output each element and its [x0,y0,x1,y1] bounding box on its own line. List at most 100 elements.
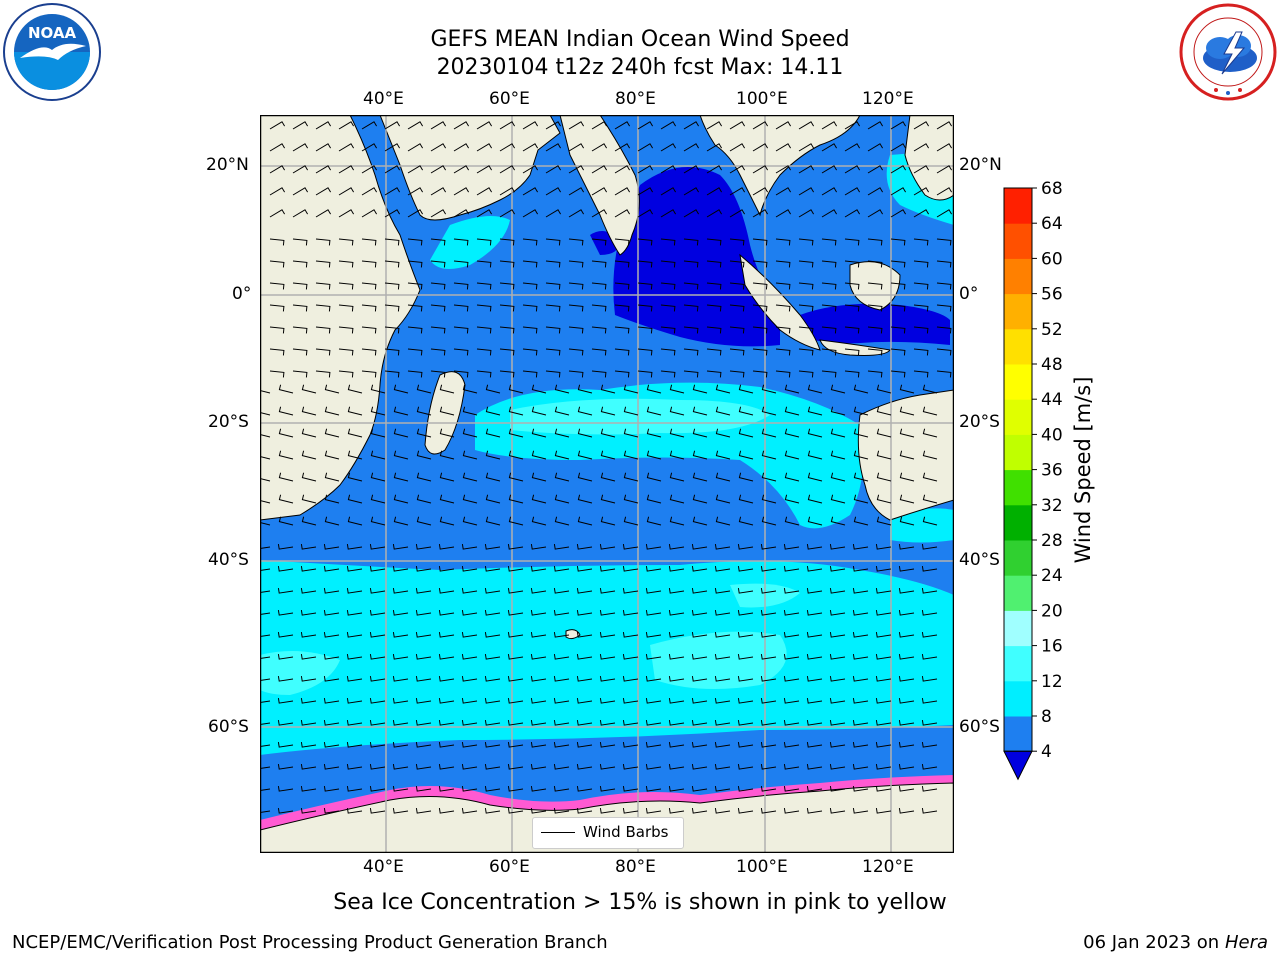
wind-barb [484,566,501,572]
colorbar-segment [1004,364,1032,400]
land-kerguelen [565,629,581,640]
wind-barb [599,676,616,682]
wind-barb [798,209,815,218]
wind-barb [852,808,869,814]
colorbar-tick-label: 64 [1041,214,1063,234]
wind-barb [737,632,754,638]
wind-barb [867,348,883,356]
wind-barb [324,494,340,504]
wind-barb [507,808,524,814]
wind-barb [476,260,492,268]
wind-barb [315,238,331,246]
wind-barb [637,370,653,378]
wind-barb [591,143,608,152]
wind-barb [530,566,547,572]
wind-barb [522,209,539,218]
wind-barb [530,698,547,704]
wind-barb [292,143,309,152]
wind-barb [821,304,837,312]
wind-barb [853,494,869,504]
wind-barb [783,588,800,594]
wind-barb [807,494,823,504]
wind-barb [729,304,745,312]
graticule [260,115,954,853]
wind-barb [714,544,731,550]
wind-barb [807,450,823,460]
wind-barb [737,698,754,704]
wind-barb [921,588,938,594]
wind-8-12-region [260,560,954,755]
wind-barb [622,588,639,594]
wind-barb [844,260,860,268]
wind-barb [507,654,524,660]
wind-barb [623,428,639,438]
wind-barb [798,143,815,152]
wind-barb [936,238,952,246]
wind-barb [783,808,800,814]
colorbar-tick-label: 28 [1041,531,1063,551]
wind-barb [530,808,547,814]
wind-barb [508,494,524,504]
wind-barb [530,632,547,638]
colorbar: 4 8 12 16 20 24 28 32 36 40 44 48 52 56 60 64 68 [990,180,1070,790]
wind-barb [507,566,524,572]
wind-barb [384,165,401,174]
wind-barb [806,566,823,572]
wind-barb [599,566,616,572]
wind-barb [531,516,547,526]
wind-barb [553,808,570,814]
wind-barb [738,516,754,526]
colorbar-segment [1004,645,1032,682]
wind-barb [829,742,846,748]
wind-barb [393,428,409,438]
wind-barb [346,588,363,594]
wind-barb [277,698,294,704]
wind-barb [683,187,700,196]
wind-barb [346,566,363,572]
wind-barb [844,187,861,196]
wind-barb [315,260,331,268]
wind-barb [829,566,846,572]
wind-barb [407,143,424,152]
wind-barb [415,786,432,792]
wind-barb [936,187,953,196]
wind-barb [852,566,869,572]
wind-barb [913,143,930,152]
wind-barb [369,654,386,660]
wind-barb [691,742,708,748]
wind-barb [691,610,708,616]
wind-barb [691,544,708,550]
chart-subtitle: 20230104 t12z 240h fcst Max: 14.11 [436,55,844,80]
wind-barb [300,654,317,660]
wind-barb [453,187,470,196]
wind-barb [668,742,685,748]
wind-barb [369,698,386,704]
colorbar-tick-label: 40 [1041,425,1063,445]
wind-barb [568,260,584,268]
wind-barb [683,165,700,174]
wind-barb [369,808,386,814]
wind-barb [852,632,869,638]
wind-barb [645,742,662,748]
wind-barb [614,348,630,356]
wind-barb [830,406,846,416]
wind-barb [568,187,585,196]
wind-barb [507,786,524,792]
wind-barb [660,143,677,152]
wind-barb [844,370,860,378]
wind-barb [775,165,792,174]
colorbar-segment [1004,258,1032,295]
footer-right: 06 Jan 2023 on Hera [1083,932,1268,953]
wind-barb [568,165,585,174]
wind-barb [476,282,492,290]
wind-barb [852,720,869,726]
wind-barb [806,720,823,726]
wind-barb [798,370,814,378]
wind-barb [361,238,377,246]
wind-barb [660,165,677,174]
wind-barb [545,304,561,312]
wind-barb [599,632,616,638]
wind-barb [760,544,777,550]
wind-barb [315,209,332,218]
wind-barb [338,304,354,312]
